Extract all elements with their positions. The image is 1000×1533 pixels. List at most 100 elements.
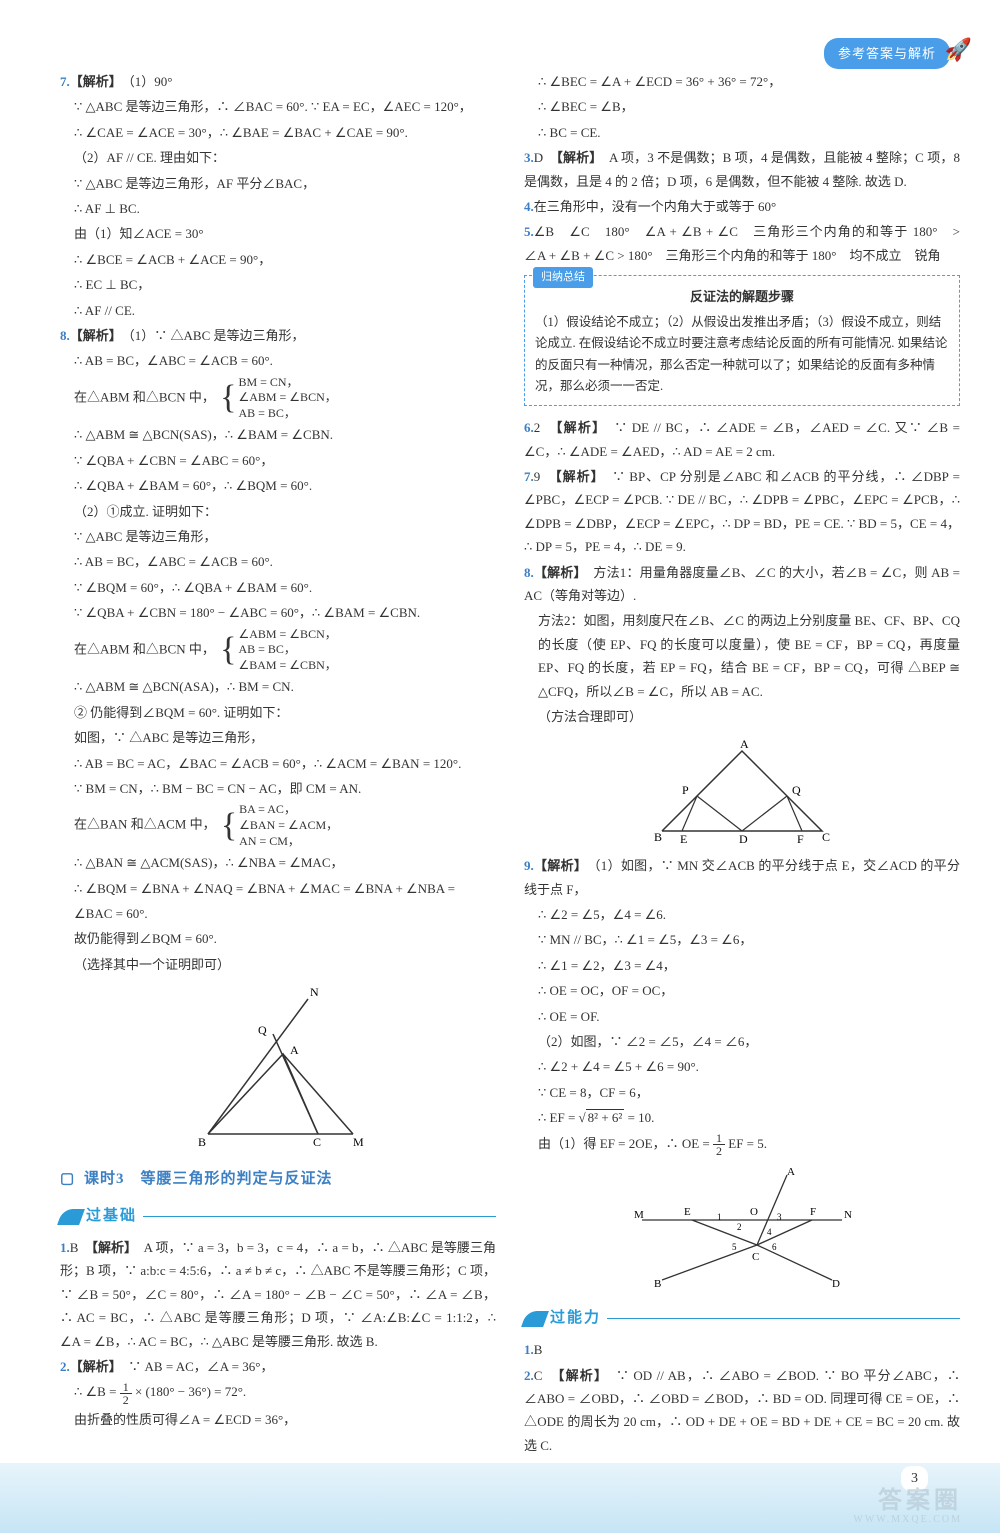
q8-l9: ∵ ∠BQM = 60°，∴ ∠QBA + ∠BAM = 60°. (60, 576, 496, 599)
f2-P: P (682, 783, 689, 797)
section-title-text: 课时3 等腰三角形的判定与反证法 (84, 1171, 333, 1187)
rq9-l9b: = 10. (624, 1110, 654, 1125)
footer-strip (0, 1463, 1000, 1533)
q8-l17a: 在△BAN 和△ACM 中， (74, 817, 216, 832)
q8-l22: （选择其中一个证明即可） (60, 953, 496, 976)
rq8-l1: 方法2：如图，用刻度尺在∠B、∠C 的两边上分别度量 BE、CF、BP、CQ 的… (524, 609, 960, 703)
q8-l1: ∴ AB = BC，∠ABC = ∠ACB = 60°. (60, 349, 496, 372)
rq6-num: 6. (524, 420, 534, 435)
q7-l2: ∴ ∠CAE = ∠ACE = 30°，∴ ∠BAE = ∠BAC + ∠CAE… (60, 121, 496, 144)
br1c: AB = BC， (238, 406, 295, 420)
q7-l1: ∵ △ABC 是等边三角形，∴ ∠BAC = 60°. ∵ EA = EC，∠A… (60, 95, 496, 118)
rr1-num: 1. (524, 1342, 534, 1357)
rq9-l8: ∵ CE = 8，CF = 6， (524, 1081, 960, 1104)
f3-5: 5 (732, 1242, 737, 1252)
lbl-Q: Q (258, 1023, 267, 1037)
lq1-body: A 项，∵ a = 3，b = 3，c = 4，∴ a = b，∴ △ABC 是… (60, 1240, 496, 1349)
q7-l9: ∴ AF // CE. (60, 299, 496, 322)
f2-B: B (654, 830, 662, 844)
q7-l8: ∴ EC ⊥ BC， (60, 273, 496, 296)
rr2-ans: C (534, 1368, 543, 1383)
lq2-tag: 【解析】 (70, 1359, 116, 1374)
subheading-ability: 过能力 (524, 1305, 960, 1332)
q8-l14: 如图，∵ △ABC 是等边三角形， (60, 726, 496, 749)
rq9-l3: ∴ ∠1 = ∠2，∠3 = ∠4， (524, 954, 960, 977)
rq5-body: ∠B ∠C 180° ∠A + ∠B + ∠C 三角形三个内角的和等于 180°… (524, 224, 973, 262)
q8-l0: （1）∵ △ABC 是等边三角形， (128, 328, 304, 343)
br3a: BA = AC， (239, 802, 296, 816)
f2-A: A (740, 737, 749, 751)
f2-C: C (822, 830, 830, 844)
rq8-l2: （方法合理即可） (524, 705, 960, 728)
q8-l7: ∵ △ABC 是等边三角形， (60, 525, 496, 548)
f3-C: C (752, 1251, 759, 1263)
q8-l2a: 在△ABM 和△BCN 中， (74, 389, 215, 404)
figure-3: A M E O F N B C D 1 2 3 4 5 6 (524, 1165, 960, 1295)
f3-2: 2 (737, 1222, 742, 1232)
header-badge: 参考答案与解析 (824, 38, 950, 69)
q8-l3: ∴ △ABM ≅ △BCN(SAS)，∴ ∠BAM = ∠CBN. (60, 423, 496, 446)
q8-l16: ∵ BM = CN，∴ BM − BC = CN − AC，即 CM = AN. (60, 777, 496, 800)
f2-F: F (797, 832, 804, 846)
f3-3: 3 (777, 1212, 782, 1222)
lbl-N: N (310, 985, 319, 999)
rq9-tag: 【解析】 (534, 858, 581, 873)
rq9-num: 9. (524, 858, 534, 873)
rq7-num: 7. (524, 469, 534, 484)
q8-l11a: 在△ABM 和△BCN 中， (74, 641, 215, 656)
br2b: AB = BC， (238, 642, 295, 656)
lbl-M: M (353, 1135, 364, 1149)
lq1-num: 1. (60, 1240, 70, 1255)
q7-l5: ∴ AF ⊥ BC. (60, 197, 496, 220)
lq2-l1b: × (180° − 36°) = 72°. (135, 1384, 246, 1399)
q8-l10: ∵ ∠QBA + ∠CBN = 180° − ∠ABC = 60°，∴ ∠BAM… (60, 601, 496, 624)
watermark-sub: WWW.MXQE.COM (853, 1511, 962, 1529)
figure-1: N Q A B C M (60, 984, 496, 1154)
sub2-label: 过能力 (550, 1305, 601, 1332)
rr1-ans: B (534, 1342, 543, 1357)
lbl-A: A (290, 1043, 299, 1057)
rq9-l10a: 由（1）得 EF = 2OE，∴ OE = (538, 1136, 713, 1151)
section-title: ▢ 课时3 等腰三角形的判定与反证法 (60, 1166, 496, 1193)
br2c: ∠BAM = ∠CBN， (238, 658, 336, 672)
f3-F: F (810, 1206, 816, 1218)
q8-l6: （2）①成立. 证明如下： (60, 500, 496, 523)
q8-l4: ∵ ∠QBA + ∠CBN = ∠ABC = 60°， (60, 449, 496, 472)
q7-l0: （1）90° (128, 74, 172, 89)
f3-E: E (684, 1206, 691, 1218)
rq8-num: 8. (524, 565, 534, 580)
lq1-tag: 【解析】 (91, 1240, 130, 1255)
rq9-l10b: EF = 5. (728, 1136, 767, 1151)
rule-line (143, 1216, 496, 1217)
rq5-num: 5. (524, 224, 534, 239)
rq8-tag: 【解析】 (534, 565, 580, 580)
q8-l5: ∴ ∠QBA + ∠BAM = 60°，∴ ∠BQM = 60°. (60, 474, 496, 497)
frac-half: 12 (120, 1381, 132, 1406)
q7-tag: 【解析】 (70, 74, 116, 89)
br3c: AN = CM， (239, 834, 300, 848)
sqrt: 8² + 6² (586, 1109, 625, 1125)
f2-D: D (739, 832, 748, 846)
rq9-l0: （1）如图，∵ MN 交∠ACB 的平分线于点 E，交∠ACD 的平分线于点 F… (524, 858, 960, 896)
content-columns: 7. 【解析】 （1）90° ∵ △ABC 是等边三角形，∴ ∠BAC = 60°… (0, 0, 1000, 1519)
summary-title: 反证法的解题步骤 (535, 286, 949, 308)
q8-l15: ∴ AB = BC = AC，∠BAC = ∠ACB = 60°，∴ ∠ACM … (60, 752, 496, 775)
rq9-l1: ∴ ∠2 = ∠5，∠4 = ∠6. (524, 903, 960, 926)
br1a: BM = CN， (238, 375, 298, 389)
rq8-body: 方法1：用量角器度量∠B、∠C 的大小，若∠B = ∠C，则 AB = AC（等… (524, 565, 960, 603)
rr2-tag: 【解析】 (558, 1368, 602, 1383)
q8-l19: ∴ ∠BQM = ∠BNA + ∠NAQ = ∠BNA + ∠MAC = ∠BN… (60, 877, 496, 900)
q8-l12: ∴ △ABM ≅ △BCN(ASA)，∴ BM = CN. (60, 675, 496, 698)
f3-M: M (634, 1209, 644, 1221)
lq2-l0: ∵ AB = AC，∠A = 36°， (128, 1359, 273, 1374)
rq9-l7: ∴ ∠2 + ∠4 = ∠5 + ∠6 = 90°. (524, 1055, 960, 1078)
q8-l13: ② 仍能得到∠BQM = 60°. 证明如下： (60, 701, 496, 724)
f3-D: D (832, 1278, 840, 1290)
br3b: ∠BAN = ∠ACM， (239, 818, 338, 832)
f3-B: B (654, 1278, 661, 1290)
summary-box: 归纳总结 反证法的解题步骤 （1）假设结论不成立；（2）从假设出发推出矛盾；（3… (524, 275, 960, 406)
cont-l1: ∴ ∠BEC = ∠B， (524, 95, 960, 118)
brace-3: { BA = AC， ∠BAN = ∠ACM， AN = CM， (219, 802, 338, 849)
q7-l7: ∴ ∠BCE = ∠ACB + ∠ACE = 90°， (60, 248, 496, 271)
f2-E: E (680, 832, 687, 846)
